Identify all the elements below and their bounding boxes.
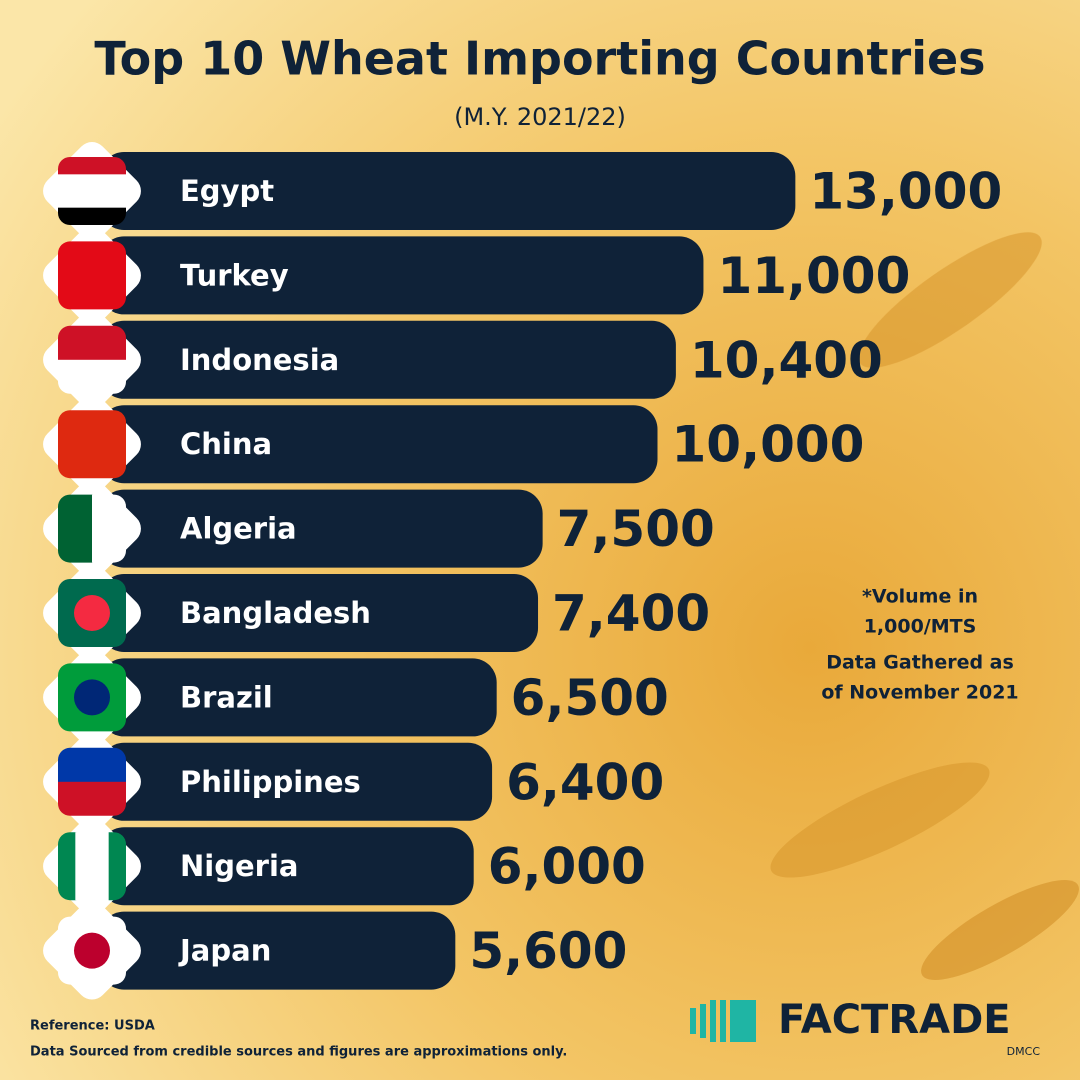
category-label: Indonesia <box>180 343 339 377</box>
bar <box>100 236 704 315</box>
flag-body <box>57 410 126 479</box>
flag-stripe <box>92 494 126 563</box>
note: *Volume in <box>862 586 978 608</box>
brand-name: FACTRADE <box>778 997 1011 1043</box>
flag <box>43 395 141 494</box>
flag <box>43 817 141 916</box>
bar <box>100 405 658 484</box>
flag-stripe <box>57 832 77 901</box>
value-label: 10,400 <box>690 331 883 389</box>
flag-body <box>57 325 126 394</box>
category-label: Japan <box>178 934 271 968</box>
flag <box>43 310 141 409</box>
flag-body <box>57 663 126 732</box>
flag <box>43 479 141 578</box>
brand-logo <box>690 1000 756 1042</box>
value-label: 13,000 <box>809 163 1002 221</box>
disclaimer: Data Sourced from credible sources and f… <box>30 1045 567 1060</box>
flag <box>43 226 141 325</box>
value-label: 6,400 <box>506 753 664 811</box>
bar <box>100 827 474 906</box>
chart-subtitle: (M.Y. 2021/22) <box>454 103 626 131</box>
bar <box>100 574 539 652</box>
bar <box>100 658 497 737</box>
flag-body <box>57 832 126 901</box>
flag-body <box>57 241 126 310</box>
category-label: Egypt <box>180 174 274 208</box>
bar <box>100 911 456 990</box>
flag <box>43 732 141 831</box>
flag <box>43 901 141 1000</box>
flag-body <box>57 916 126 985</box>
flag-stripe <box>108 832 126 901</box>
flag-body <box>57 747 126 816</box>
flag <box>43 142 141 240</box>
bar <box>100 320 676 399</box>
category-label: Nigeria <box>180 849 298 883</box>
brand-sub: DMCC <box>1007 1045 1041 1058</box>
flag-stripe <box>57 241 126 310</box>
flag-stripe <box>57 494 93 563</box>
wheat-decoration <box>770 232 1079 980</box>
value-label: 7,500 <box>557 500 715 558</box>
value-label: 7,400 <box>552 585 710 643</box>
note: of November 2021 <box>821 682 1018 704</box>
flag-stripe <box>57 207 126 225</box>
flag-stripe <box>57 359 126 394</box>
value-label: 11,000 <box>717 247 910 305</box>
category-label: Philippines <box>180 765 361 799</box>
category-label: Brazil <box>180 680 273 714</box>
bar <box>100 742 493 821</box>
flag-stripe <box>57 157 126 176</box>
category-label: Algeria <box>180 512 297 546</box>
flag-emblem <box>74 679 110 716</box>
flag-emblem <box>74 932 110 969</box>
bar <box>100 489 543 568</box>
flag-stripe <box>57 747 126 783</box>
flag-body <box>57 494 126 563</box>
flag-stripe <box>57 325 126 361</box>
flag <box>43 648 141 747</box>
flag-stripe <box>57 174 126 209</box>
reference: Reference: USDA <box>30 1019 155 1034</box>
flag-stripe <box>57 781 126 816</box>
value-label: 6,500 <box>511 669 669 727</box>
flag <box>43 564 141 662</box>
chart-title: Top 10 Wheat Importing Countries <box>94 32 985 86</box>
note: 1,000/MTS <box>864 616 977 638</box>
flag-body <box>57 157 126 225</box>
category-label: Turkey <box>180 258 289 292</box>
flag-stripe <box>75 832 110 901</box>
bar <box>100 152 796 230</box>
value-label: 6,000 <box>488 838 646 896</box>
note: Data Gathered as <box>826 652 1014 674</box>
flag-emblem <box>74 595 110 631</box>
category-label: Bangladesh <box>180 596 371 630</box>
flag-body <box>57 579 126 647</box>
flag-stripe <box>57 410 126 479</box>
value-label: 5,600 <box>469 922 627 980</box>
category-label: China <box>180 427 272 461</box>
value-label: 10,000 <box>672 416 865 474</box>
